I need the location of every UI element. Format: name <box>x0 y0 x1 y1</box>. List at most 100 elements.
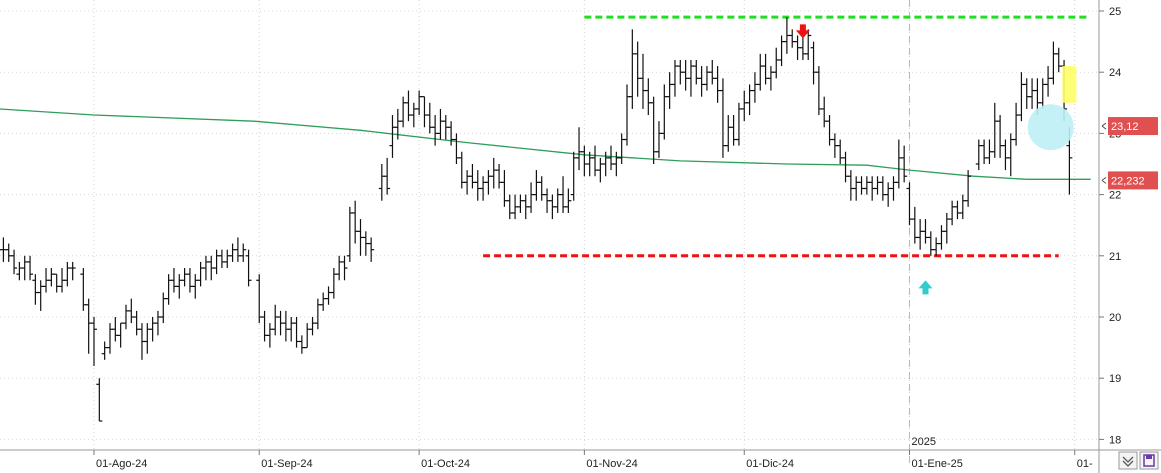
ohlc-bar <box>346 206 353 262</box>
ohlc-bar <box>426 102 433 134</box>
x-tick-label: 01-Ago-24 <box>96 458 147 470</box>
ohlc-bar <box>544 188 551 213</box>
ohlc-bar <box>330 268 337 299</box>
ohlc-bar <box>32 274 39 305</box>
ohlc-bar <box>810 41 817 85</box>
ohlc-bar <box>501 170 508 207</box>
ohlc-bar <box>96 378 103 422</box>
ohlc-bar <box>298 335 305 354</box>
ohlc-bar <box>762 53 769 85</box>
grid-lines <box>0 0 1099 463</box>
ohlc-bar <box>863 176 870 195</box>
ohlc-bar <box>533 170 540 201</box>
price-label-badge <box>1108 171 1158 190</box>
ohlc-bar <box>138 323 145 360</box>
year-label: 2025 <box>911 436 935 448</box>
ohlc-bar <box>650 96 657 164</box>
ohlc-bar <box>730 115 737 146</box>
ohlc-bar <box>895 139 902 189</box>
save-icon[interactable] <box>1139 451 1159 470</box>
ohlc-bar <box>149 317 156 342</box>
ohlc-bar <box>1039 78 1046 109</box>
ohlc-bar <box>85 298 92 354</box>
ohlc-bar <box>1018 72 1025 122</box>
ohlc-bar <box>59 268 66 293</box>
highlight-rect <box>1062 66 1077 103</box>
ohlc-bar <box>783 17 790 54</box>
ohlc-bar <box>0 249 2 251</box>
ohlc-bar <box>981 139 988 164</box>
ohlc-bar <box>554 188 561 213</box>
ohlc-bar <box>821 96 828 128</box>
ohlc-bar <box>117 322 124 348</box>
ohlc-bar <box>154 310 161 336</box>
ohlc-bar <box>400 96 407 128</box>
ohlc-bar <box>106 323 113 354</box>
arrow-up-icon <box>918 280 933 295</box>
ohlc-bar <box>474 170 481 201</box>
ohlc-bar <box>624 84 630 146</box>
ohlc-bar <box>1013 102 1020 146</box>
ohlc-bar <box>362 231 369 256</box>
ohlc-bar <box>325 286 332 305</box>
ohlc-bar <box>208 255 215 281</box>
ohlc-bar <box>949 200 956 226</box>
ohlc-bar <box>357 219 364 256</box>
ohlc-bar <box>229 243 236 262</box>
x-tick-label: 01- <box>1077 458 1093 470</box>
ohlc-bar <box>320 292 327 311</box>
ohlc-bar <box>997 115 1004 158</box>
ohlc-bar <box>778 35 785 67</box>
ohlc-bar <box>522 194 529 220</box>
ohlc-bar <box>101 341 108 360</box>
ohlc-bar <box>53 273 60 293</box>
ohlc-bar <box>1029 78 1036 109</box>
price-label-value: 22,232 <box>1111 175 1145 187</box>
ohlc-bar <box>11 249 18 275</box>
moving-average-line <box>0 108 1091 180</box>
price-label-pointer <box>1101 122 1107 130</box>
ohlc-bar <box>837 139 844 164</box>
ohlc-bar <box>719 78 726 158</box>
ohlc-bar <box>528 182 535 213</box>
level-lines-layer <box>483 15 1089 258</box>
ohlc-bar <box>645 78 652 116</box>
x-tick-label: 01-Dic-24 <box>746 458 794 470</box>
ohlc-bar <box>735 102 742 146</box>
ohlc-bar <box>352 200 359 244</box>
ohlc-bar <box>469 164 476 189</box>
y-tick-label: 22 <box>1109 190 1121 202</box>
ohlc-bar <box>858 176 865 195</box>
ohlc-bar <box>133 310 140 336</box>
ohlc-bar <box>682 59 689 91</box>
ohlc-bar <box>245 249 252 287</box>
ohlc-bar <box>597 157 604 183</box>
ohlc-bar <box>410 102 417 128</box>
ohlc-bar <box>975 139 982 171</box>
zoom-icon[interactable] <box>1118 451 1138 470</box>
ohlc-bar <box>240 243 247 262</box>
highlight-circle <box>1027 104 1074 151</box>
ohlc-bar <box>666 72 673 109</box>
ohlc-bar <box>698 66 705 97</box>
ohlc-bar <box>368 237 375 262</box>
ohlc-bar <box>741 90 748 122</box>
ohlc-bar <box>655 121 662 158</box>
ohlc-bar <box>592 145 599 177</box>
ohlc-bar <box>181 268 188 287</box>
ohlc-bar <box>378 164 385 201</box>
ohlc-bar <box>341 255 348 281</box>
annotations-layer <box>795 24 1077 295</box>
ohlc-bar <box>874 176 881 195</box>
ohlc-bar <box>965 170 972 207</box>
ohlc-bar <box>613 151 620 177</box>
arrow-down-icon <box>795 24 810 39</box>
x-tick-label: 01-Ene-25 <box>911 458 962 470</box>
ohlc-bar <box>933 237 940 256</box>
ohlc-bar <box>671 59 678 97</box>
ohlc-bar <box>560 176 567 213</box>
ohlc-bar <box>266 323 273 348</box>
ohlc-bar <box>421 96 428 128</box>
ohlc-bar <box>128 298 135 324</box>
ohlc-bar <box>453 133 460 164</box>
